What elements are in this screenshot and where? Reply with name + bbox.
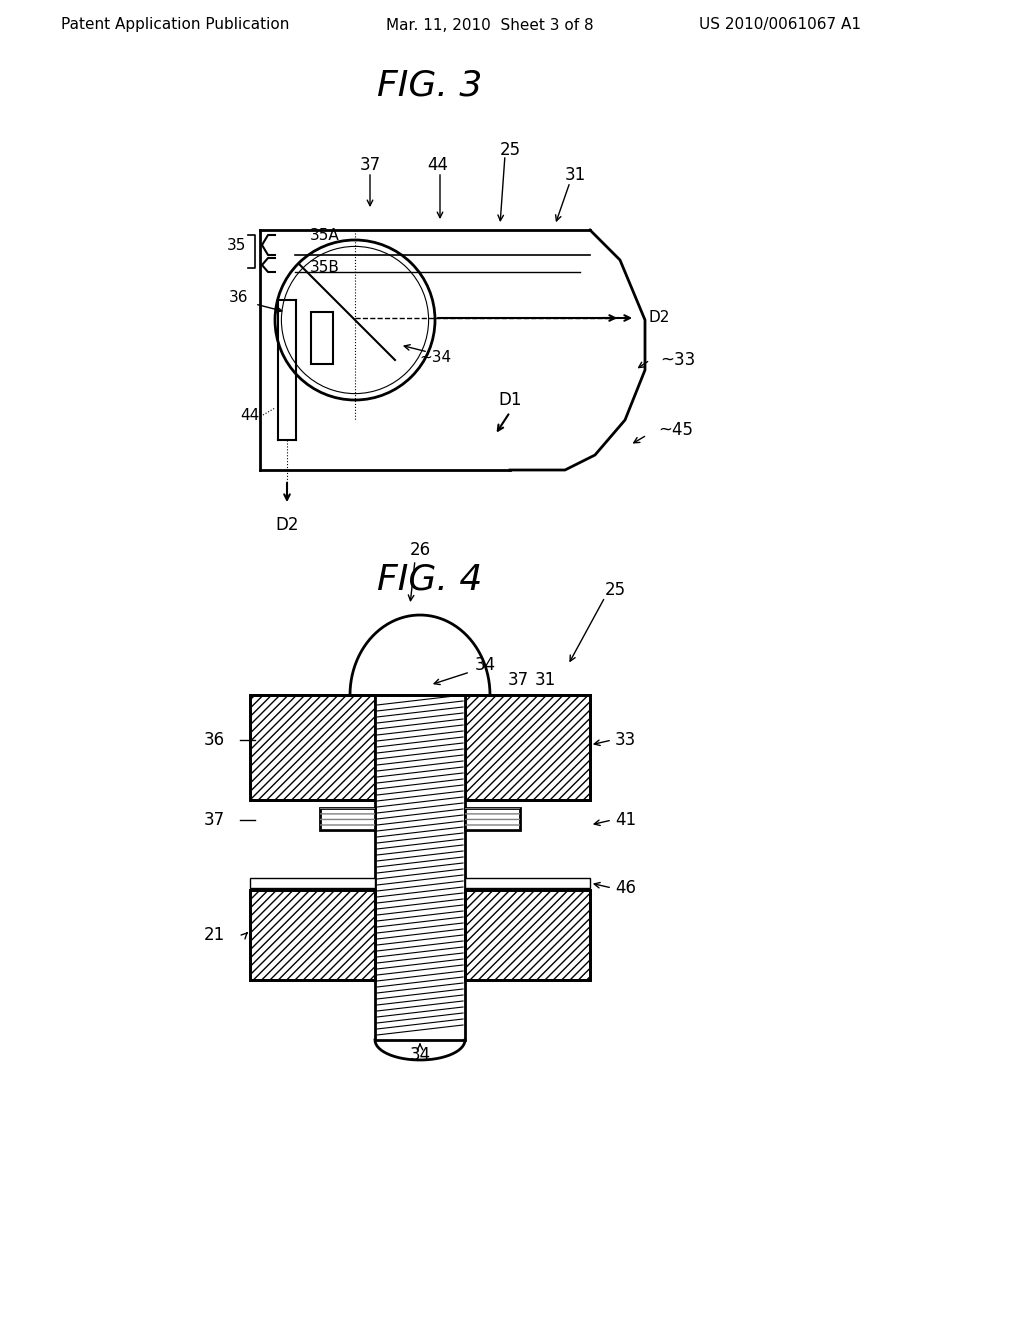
- Bar: [250, 932, 375, 950]
- Text: D2: D2: [275, 516, 299, 535]
- Text: 26: 26: [410, 541, 430, 558]
- Bar: [465, 932, 590, 950]
- Bar: [250, 696, 375, 800]
- Text: 35A: 35A: [310, 227, 340, 243]
- Text: 34: 34: [410, 1045, 430, 1064]
- Text: D2: D2: [648, 310, 670, 326]
- Bar: [465, 696, 590, 800]
- Bar: [465, 878, 590, 888]
- Bar: [250, 890, 375, 979]
- Bar: [465, 890, 590, 979]
- Text: 33: 33: [615, 731, 636, 748]
- Bar: [465, 890, 590, 979]
- Bar: [250, 696, 375, 800]
- Text: 21: 21: [204, 927, 225, 944]
- Bar: [375, 696, 465, 1040]
- Text: Patent Application Publication: Patent Application Publication: [60, 17, 289, 33]
- Text: 37: 37: [508, 671, 529, 689]
- Text: ~45: ~45: [658, 421, 693, 440]
- Text: 41: 41: [615, 810, 636, 829]
- Bar: [311, 312, 334, 364]
- Text: US 2010/0061067 A1: US 2010/0061067 A1: [699, 17, 861, 33]
- Text: 31: 31: [564, 166, 586, 183]
- Bar: [250, 890, 375, 979]
- Text: 25: 25: [604, 581, 626, 599]
- Text: 36: 36: [228, 290, 248, 305]
- Text: ~33: ~33: [660, 351, 695, 370]
- Text: D1: D1: [499, 391, 522, 409]
- Text: FIG. 3: FIG. 3: [377, 69, 482, 102]
- Bar: [465, 696, 590, 800]
- Bar: [319, 808, 375, 830]
- Text: 35B: 35B: [310, 260, 340, 276]
- Text: FIG. 4: FIG. 4: [377, 564, 482, 597]
- Bar: [465, 808, 520, 830]
- Text: 44: 44: [241, 408, 260, 422]
- Text: ~34: ~34: [419, 351, 451, 366]
- Text: 34: 34: [475, 656, 496, 675]
- Text: 44: 44: [427, 156, 449, 174]
- Bar: [465, 808, 520, 830]
- Bar: [250, 878, 375, 888]
- Text: Mar. 11, 2010  Sheet 3 of 8: Mar. 11, 2010 Sheet 3 of 8: [386, 17, 594, 33]
- Text: 35: 35: [226, 238, 246, 252]
- Text: 46: 46: [615, 879, 636, 898]
- Text: 37: 37: [204, 810, 225, 829]
- Text: 36: 36: [204, 731, 225, 748]
- Bar: [319, 808, 375, 830]
- Text: 31: 31: [535, 671, 556, 689]
- Text: 25: 25: [500, 141, 520, 158]
- Text: 37: 37: [359, 156, 381, 174]
